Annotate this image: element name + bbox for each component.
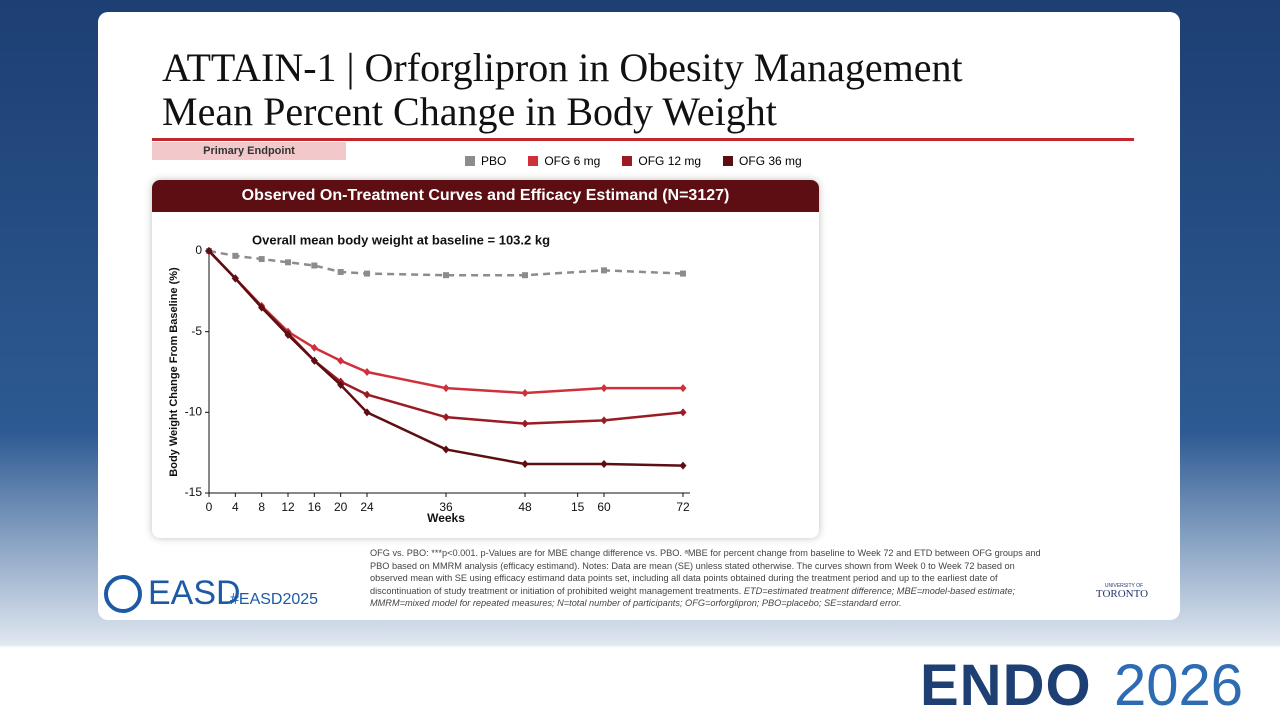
y-axis-label: Body Weight Change From Baseline (%) [168, 267, 180, 477]
legend-label: PBO [481, 154, 507, 168]
footnote: OFG vs. PBO: ***p<0.001. p-Values are fo… [370, 547, 1050, 610]
x-tick-label: 36 [439, 500, 453, 514]
chart-panel: Observed On-Treatment Curves and Efficac… [152, 180, 819, 538]
chart: Overall mean body weight at baseline = 1… [168, 232, 690, 525]
point [521, 459, 529, 468]
title-line: Mean Percent Change in Body Weight [162, 89, 777, 134]
legend: PBO OFG 6 mg OFG 12 mg OFG 36 mg [465, 154, 802, 168]
point [600, 459, 608, 468]
point [600, 416, 608, 425]
point [258, 303, 266, 312]
legend-swatch [723, 156, 734, 166]
point [443, 272, 449, 279]
legend-label: OFG 36 mg [739, 154, 802, 168]
point [522, 272, 528, 279]
point [364, 270, 370, 277]
x-tick-label: 20 [334, 500, 348, 514]
legend-swatch [528, 156, 539, 166]
point [521, 419, 529, 428]
legend-swatch [622, 156, 633, 166]
uni-name: TORONTO [1095, 588, 1149, 600]
point [442, 384, 450, 393]
point [363, 368, 371, 376]
x-tick-label: 16 [308, 500, 322, 514]
point [337, 268, 344, 275]
legend-swatch [465, 156, 475, 166]
point [679, 384, 687, 393]
title-rule [152, 138, 1134, 141]
point [600, 384, 608, 393]
x-tick-label: 8 [258, 500, 265, 514]
point [442, 445, 450, 454]
hashtag: #EASD2025 [230, 591, 319, 608]
y-tick-label: 0 [195, 243, 202, 257]
y-tick-label: -15 [185, 485, 203, 499]
endo-year: 2026 [1114, 653, 1244, 718]
title-line: ATTAIN-1 | Orforglipron in Obesity Manag… [162, 45, 963, 90]
series-line [208, 250, 684, 467]
legend-label: OFG 6 mg [544, 154, 601, 168]
point [680, 270, 686, 277]
point [521, 388, 529, 397]
point [205, 247, 213, 255]
series-line [208, 249, 684, 277]
x-tick-label: 60 [597, 500, 611, 514]
point [311, 262, 318, 269]
point [284, 330, 292, 339]
x-tick-label: 12 [281, 500, 295, 514]
point [442, 413, 450, 422]
abbreviations: ETD=estimated treatment difference; MBE=… [370, 585, 1016, 609]
footnote-text: OFG vs. PBO: ***p<0.001. p-Values are fo… [370, 548, 1041, 596]
x-tick-label: 15 [571, 500, 585, 514]
easd-logo [104, 575, 142, 613]
legend-item: OFG 12 mg [622, 154, 701, 168]
legend-label: OFG 12 mg [638, 154, 702, 168]
point [679, 408, 687, 417]
point [363, 408, 371, 417]
y-tick-label: -5 [191, 324, 202, 338]
uni-small: UNIVERSITY OF [1104, 583, 1144, 589]
annotation: Overall mean body weight at baseline = 1… [252, 232, 550, 247]
x-tick-label: 72 [676, 500, 690, 514]
point [337, 356, 345, 365]
endo-text: ENDO [920, 653, 1092, 718]
point [231, 274, 239, 283]
legend-item: OFG 6 mg [528, 154, 600, 168]
y-tick-label: -10 [185, 405, 203, 419]
point [601, 267, 607, 274]
point [310, 356, 318, 365]
point [337, 380, 345, 389]
panel-title: Observed On-Treatment Curves and Efficac… [152, 180, 819, 212]
point [285, 259, 291, 266]
legend-item: OFG 36 mg [723, 154, 802, 168]
x-tick-label: 24 [360, 500, 374, 514]
x-tick-label: 4 [232, 500, 239, 514]
badge: Primary Endpoint [152, 142, 346, 160]
point [679, 461, 687, 470]
x-tick-label: 0 [206, 500, 213, 514]
point [310, 343, 318, 352]
point [363, 390, 371, 399]
point [232, 252, 239, 259]
legend-item: PBO [465, 154, 506, 168]
easd-text: EASD [148, 574, 241, 612]
point [258, 256, 265, 263]
x-tick-label: 48 [518, 500, 532, 514]
x-axis-label: Weeks [427, 511, 465, 525]
